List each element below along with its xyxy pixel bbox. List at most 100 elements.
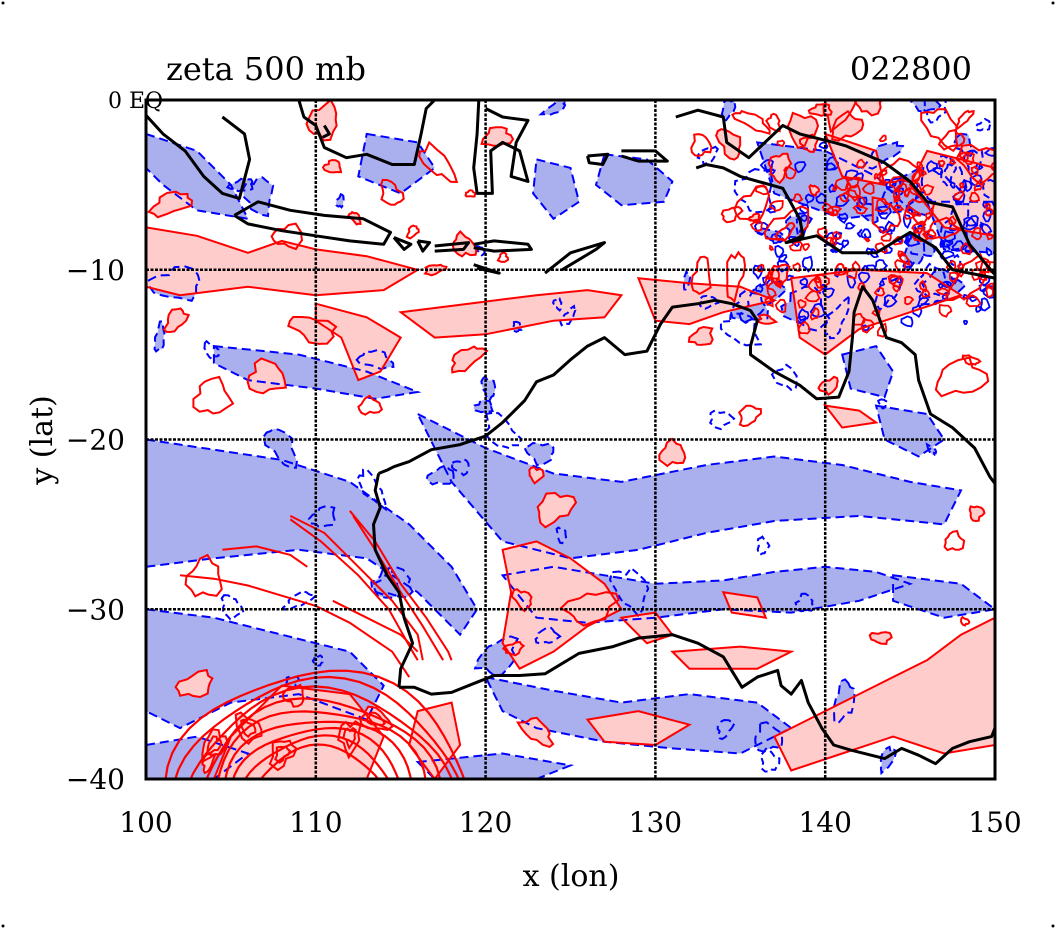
negative-contour [425, 463, 455, 486]
positive-contour [834, 262, 848, 276]
positive-contour [380, 178, 405, 206]
negative-contour [925, 442, 938, 457]
positive-contour [897, 250, 905, 258]
positive-contour [960, 615, 971, 627]
negative-contour [809, 302, 826, 318]
negative-contour [861, 324, 871, 332]
negative-contour [146, 132, 250, 221]
positive-contour [234, 711, 263, 745]
negative-contour [829, 248, 836, 254]
positive-contour [792, 193, 804, 203]
negative-contour [311, 654, 324, 667]
positive-contour [783, 166, 798, 180]
positive-contour [184, 553, 223, 598]
negative-contour [951, 240, 965, 252]
positive-contour [216, 710, 427, 779]
positive-contour [921, 288, 930, 299]
positive-contour [224, 720, 412, 779]
positive-contour [757, 313, 779, 325]
positive-contour [690, 133, 713, 158]
negative-contour [962, 149, 984, 175]
island-coastline [434, 241, 471, 253]
negative-contour [534, 625, 562, 645]
y-axis-label: y (lat) [25, 395, 60, 485]
negative-vorticity-area [473, 399, 493, 413]
negative-contour [903, 234, 921, 247]
positive-contour [949, 158, 956, 165]
map-frame [144, 98, 997, 781]
australia-coastline [378, 285, 995, 779]
corner-dot [1, 1, 5, 5]
positive-contour [880, 232, 892, 242]
positive-vorticity-area [323, 160, 341, 173]
negative-contour [774, 244, 785, 258]
negative-contour [818, 141, 829, 150]
negative-contour [511, 320, 524, 333]
negative-contour [943, 230, 956, 245]
negative-vorticity-area [481, 376, 496, 401]
positive-vorticity-area [537, 493, 576, 528]
positive-contour [658, 437, 687, 468]
positive-vorticity-area [146, 227, 418, 296]
positive-contour [733, 184, 771, 225]
positive-contour [839, 192, 850, 203]
x-tick-label: 130 [629, 806, 682, 839]
island-coastline [675, 108, 995, 276]
negative-contour [538, 100, 570, 117]
negative-vorticity-area [893, 575, 995, 618]
island-coastline [297, 100, 436, 166]
positive-contour [823, 132, 886, 187]
y-tick-label: −40 [66, 763, 125, 796]
negative-contour [804, 193, 815, 204]
negative-contour [472, 398, 494, 414]
positive-vorticity-area [400, 290, 622, 338]
negative-contour [981, 285, 995, 299]
positive-contour [206, 735, 223, 756]
positive-contour [797, 320, 811, 335]
negative-contour [911, 304, 923, 319]
negative-contour [874, 404, 946, 458]
negative-vorticity-area [426, 465, 454, 485]
positive-contour [314, 302, 403, 382]
negative-contour [892, 574, 995, 619]
positive-contour [365, 711, 387, 727]
positive-contour [822, 404, 879, 429]
positive-contour [289, 515, 424, 661]
positive-contour [337, 720, 362, 760]
negative-contour [949, 253, 962, 267]
negative-contour [952, 132, 974, 157]
positive-contour [918, 279, 928, 293]
island-coastline [146, 114, 252, 200]
positive-contour [970, 226, 983, 241]
negative-vorticity-area [452, 458, 469, 476]
positive-contour [749, 220, 764, 232]
positive-contour [977, 270, 988, 282]
lat-lon-grid [146, 100, 995, 779]
positive-contour [960, 241, 972, 256]
positive-contour [767, 152, 793, 185]
negative-contour [974, 117, 992, 132]
negative-contour [799, 214, 808, 223]
positive-contour [920, 108, 959, 153]
positive-contour [357, 394, 384, 416]
positive-contour [164, 669, 466, 779]
negative-contour [925, 159, 938, 173]
positive-contour [904, 295, 915, 306]
positive-contour [766, 271, 774, 280]
positive-contour [358, 705, 394, 731]
island-coastline [321, 124, 331, 139]
x-tick-label: 120 [459, 806, 512, 839]
positive-contour [960, 152, 975, 166]
positive-contour [423, 263, 448, 277]
positive-contour [863, 237, 871, 243]
positive-contour [268, 739, 298, 772]
positive-contour [948, 272, 959, 283]
positive-contour [955, 143, 995, 186]
positive-contour [720, 205, 744, 224]
y-axis-ticks: −10 −20 −30 −40 [66, 254, 125, 796]
positive-vorticity-area [688, 327, 713, 345]
negative-contour [838, 212, 849, 224]
negative-contour [939, 241, 946, 249]
positive-contour [826, 205, 843, 217]
negative-contour [759, 158, 775, 172]
